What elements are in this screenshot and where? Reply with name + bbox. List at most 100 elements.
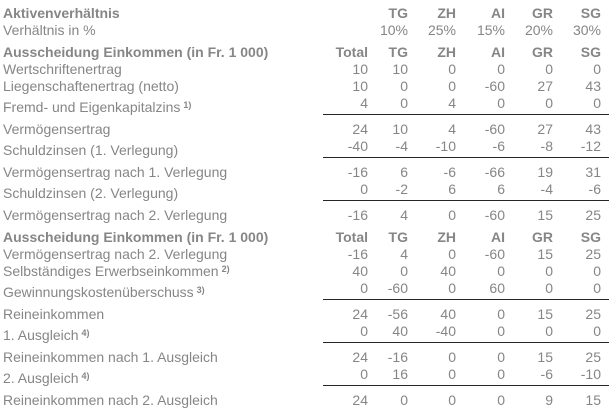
row-label: Selbständiges Erwerbseinkommen 2)	[3, 262, 323, 279]
table-row: 2. Ausgleich 4) 0 16 0 0 -6 -10	[3, 365, 609, 386]
cell-value: -16	[387, 349, 408, 365]
row-label-text: Fremd- und Eigenkapitalzins	[3, 98, 181, 115]
cell-value: 0	[545, 61, 553, 77]
cell-value: 0	[553, 279, 609, 300]
cell-value: 40	[440, 263, 456, 279]
table-row: Fremd- und Eigenkapitalzins 1) 4 0 4 0 0 0	[3, 94, 609, 115]
cell-value: -60	[484, 246, 505, 262]
footnote-marker: 1)	[183, 99, 192, 110]
cell-value: 0	[368, 94, 408, 115]
cell-value: 40	[352, 263, 368, 279]
cell-value: 0	[497, 392, 505, 408]
cell-value: 10	[352, 78, 368, 94]
row-label-text: Vermögensertrag	[3, 121, 111, 137]
cell-value: GR	[532, 229, 553, 245]
table-row: Verhältnis in % 10% 25% 15% 20% 30%	[3, 21, 609, 38]
row-label-text: Vermögensertrag nach 2. Verlegung	[3, 246, 228, 262]
table-row: Reineinkommen 24 -56 40 0 15 25	[3, 300, 609, 323]
cell-value: Total	[335, 44, 368, 60]
table-header-row: Ausscheidung Einkommen (in Fr. 1 000) Tot…	[3, 38, 609, 60]
cell-value: 6	[408, 180, 456, 201]
footnote-marker: 4)	[81, 370, 90, 381]
cell-value: -6	[505, 365, 553, 386]
cell-value: 24	[352, 392, 368, 408]
cell-value: Total	[335, 229, 368, 245]
table-row: Schuldzinsen (2. Verlegung) 0 -2 6 6 -4 -6	[3, 180, 609, 201]
table-row: Selbständiges Erwerbseinkommen 2) 40 0 40 0 0 0	[3, 262, 609, 279]
cell-value: 24	[352, 306, 368, 322]
cell-value: GR	[532, 5, 553, 21]
table-header-row: Aktivenverhältnis TG ZH AI GR SG	[3, 4, 609, 21]
cell-value: 0	[553, 322, 609, 343]
cell-value: 19	[537, 164, 553, 180]
cell-value: 0	[593, 263, 601, 279]
cell-value: 0	[505, 322, 553, 343]
row-label: Vermögensertrag nach 1. Verlegung	[3, 158, 323, 181]
cell-value: -8	[505, 137, 553, 158]
cell-value: 43	[585, 121, 601, 137]
cell-value: 6	[400, 164, 408, 180]
cell-value: 0	[408, 279, 456, 300]
table-row: Vermögensertrag nach 1. Verlegung -16 6 -6 -…	[3, 158, 609, 181]
cell-value: 4	[323, 94, 368, 115]
cell-value: 25	[585, 306, 601, 322]
footnote-marker: 2)	[221, 264, 230, 274]
cell-value: -12	[553, 137, 609, 158]
cell-value: 25	[585, 349, 601, 365]
row-label-text: Liegenschaftenertrag (netto)	[3, 78, 179, 94]
row-label-text: Reineinkommen nach 2. Ausgleich	[3, 392, 218, 408]
table-row: Vermögensertrag nach 2. Verlegung -16 4 0 -6…	[3, 201, 609, 224]
row-label-text: 2. Ausgleich	[3, 369, 79, 386]
cell-value: 0	[400, 263, 408, 279]
cell-value: 9	[545, 392, 553, 408]
cell-value: 0	[456, 365, 505, 386]
cell-value: -16	[347, 164, 368, 180]
cell-value: 15	[585, 392, 601, 408]
cell-value	[323, 4, 368, 21]
cell-value: 0	[497, 263, 505, 279]
cell-value: 0	[323, 365, 368, 386]
cell-value: TG	[388, 44, 408, 60]
row-label-text: Selbständiges Erwerbseinkommen	[3, 263, 219, 279]
cell-value: -16	[347, 207, 368, 223]
row-label-text: Vermögensertrag nach 1. Verlegung	[3, 164, 228, 180]
row-label-text: Gewinnungskostenüberschuss	[3, 283, 194, 300]
cell-value: 25%	[427, 22, 456, 38]
footnote-marker: 4)	[81, 327, 90, 338]
row-label-text: Schuldzinsen (1. Verlegung)	[3, 141, 179, 158]
cell-value: SG	[580, 44, 601, 60]
cell-value: 43	[585, 78, 601, 94]
row-label-text: 1. Ausgleich	[3, 326, 79, 343]
table-row: Gewinnungskostenüberschuss 3) 0 -60 0 60 0 0	[3, 279, 609, 300]
cell-value: TG	[388, 229, 408, 245]
cell-value: 0	[456, 322, 505, 343]
cell-value: 40	[440, 306, 456, 322]
cell-value: AI	[491, 44, 505, 60]
cell-value: 10	[392, 121, 408, 137]
cell-value: -40	[408, 322, 456, 343]
row-label: Schuldzinsen (2. Verlegung)	[3, 180, 323, 201]
cell-value: -2	[368, 180, 408, 201]
table-row: Vermögensertrag nach 2. Verlegung -16 4 0 -6…	[3, 245, 609, 262]
row-label: 1. Ausgleich 4)	[3, 322, 323, 343]
cell-value: AI	[491, 5, 505, 21]
cell-value: -16	[347, 246, 368, 262]
row-label: Ausscheidung Einkommen (in Fr. 1 000)	[3, 223, 323, 245]
cell-value: 0	[497, 306, 505, 322]
table-row: 1. Ausgleich 4) 0 40 -40 0 0 0	[3, 322, 609, 343]
row-label: Fremd- und Eigenkapitalzins 1)	[3, 94, 323, 115]
cell-value: -4	[368, 137, 408, 158]
cell-value: GR	[532, 44, 553, 60]
cell-value: -4	[505, 180, 553, 201]
table-row: Reineinkommen nach 2. Ausgleich 24 0 0 0 9 15	[3, 386, 609, 409]
cell-value: 24	[352, 349, 368, 365]
footnote-marker: 3)	[196, 284, 205, 295]
table-body: Aktivenverhältnis TG ZH AI GR SG Verhältnis in…	[3, 4, 609, 408]
cell-value: 0	[323, 180, 368, 201]
cell-value: -60	[368, 279, 408, 300]
cell-value: 15	[537, 349, 553, 365]
cell-value: 0	[448, 349, 456, 365]
cell-value: 0	[400, 392, 408, 408]
cell-value: 10	[352, 61, 368, 77]
row-label-text: Vermögensertrag nach 2. Verlegung	[3, 207, 228, 223]
